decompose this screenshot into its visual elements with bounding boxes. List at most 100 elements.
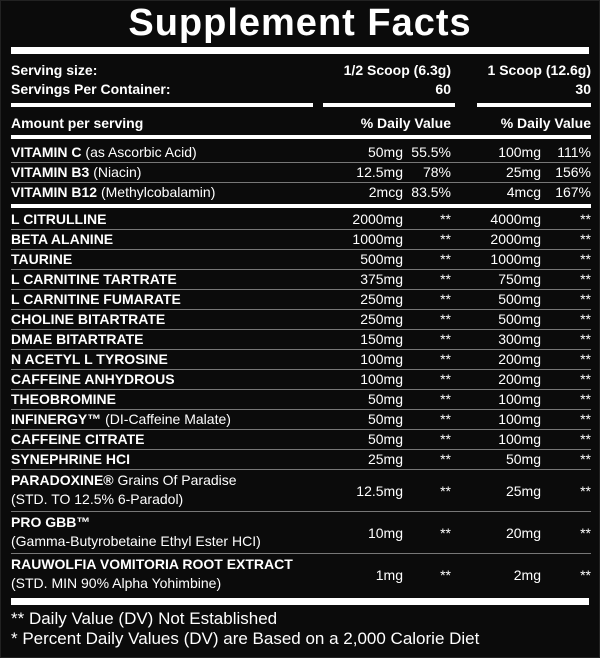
dv-full: ** <box>580 311 591 327</box>
nutrient-name-bold: CAFFEINE CITRATE <box>11 431 145 447</box>
amount-full: 25mg <box>505 164 541 180</box>
bottom-rule <box>11 598 589 605</box>
nutrient-row: DMAE BITARTRATE 150mg ** 300mg ** <box>11 330 591 349</box>
dv-full: ** <box>580 411 591 427</box>
nutrient-name-bold: BETA ALANINE <box>11 231 114 247</box>
serving-size-row: Serving size: 1/2 Scoop (6.3g) 1 Scoop (… <box>11 61 591 80</box>
dv-full: ** <box>580 351 591 367</box>
nutrient-name: DMAE BITARTRATE <box>11 330 143 349</box>
amount-half: 12.5mg <box>356 164 403 180</box>
dv-half: ** <box>440 483 451 499</box>
amount-full: 100mg <box>498 391 541 407</box>
dv-half: ** <box>440 311 451 327</box>
serving-divider-mid <box>323 103 455 107</box>
row-separator <box>11 162 591 163</box>
nutrient-name: THEOBROMINE <box>11 390 116 409</box>
dv-full: ** <box>580 291 591 307</box>
nutrient-name-bold: VITAMIN B3 <box>11 164 90 180</box>
nutrient-row: VITAMIN C (as Ascorbic Acid) 50mg 55.5% 100… <box>11 143 591 162</box>
nutrient-name: L CITRULLINE <box>11 210 106 229</box>
nutrient-name-bold: RAUWOLFIA VOMITORIA ROOT EXTRACT <box>11 556 293 572</box>
dv-half: ** <box>440 525 451 541</box>
amount-full: 4mcg <box>506 184 541 200</box>
nutrient-name-bold: VITAMIN C <box>11 144 82 160</box>
servings-label: Servings Per Container: <box>11 81 171 97</box>
serving-size-label: Serving size: <box>11 62 98 78</box>
dv-half: ** <box>440 371 451 387</box>
nutrient-row: L CARNITINE FUMARATE 250mg ** 500mg ** <box>11 290 591 309</box>
amount-full: 200mg <box>498 371 541 387</box>
dv-half: ** <box>440 567 451 583</box>
amount-full: 750mg <box>498 271 541 287</box>
row-separator <box>11 269 591 270</box>
dv-full: 111% <box>557 144 591 160</box>
amount-full: 100mg <box>498 431 541 447</box>
dv-half: ** <box>440 331 451 347</box>
dv-full: ** <box>580 371 591 387</box>
row-separator <box>11 309 591 310</box>
nutrient-name-detail: (DI-Caffeine Malate) <box>105 411 231 427</box>
nutrient-name: CAFFEINE CITRATE <box>11 430 145 449</box>
amount-full: 50mg <box>505 451 541 467</box>
panel-title: Supplement Facts <box>128 2 472 44</box>
row-separator <box>11 249 591 250</box>
dv-half: ** <box>440 231 451 247</box>
nutrient-name: N ACETYL L TYROSINE <box>11 350 168 369</box>
nutrient-row: VITAMIN B12 (Methylcobalamin) 2mcg 83.5% 4m… <box>11 183 591 202</box>
servings-half: 60 <box>435 81 451 97</box>
row-separator <box>11 349 591 350</box>
row-separator <box>11 409 591 410</box>
nutrient-name-detail: (as Ascorbic Acid) <box>85 144 197 160</box>
nutrient-row: N ACETYL L TYROSINE 100mg ** 200mg ** <box>11 350 591 369</box>
vitamin-rule <box>11 204 591 208</box>
nutrient-name: CHOLINE BITARTRATE <box>11 310 165 329</box>
nutrient-name-bold: L CARNITINE FUMARATE <box>11 291 181 307</box>
header-rule <box>11 135 591 139</box>
nutrient-name: BETA ALANINE <box>11 230 113 249</box>
servings-row: Servings Per Container: 60 30 <box>11 80 591 99</box>
dv-header-full: % Daily Value <box>500 115 591 131</box>
nutrient-name-detail: (Niacin) <box>93 164 142 180</box>
dv-full: 167% <box>555 184 591 200</box>
nutrient-name-bold: L CARNITINE TARTRATE <box>11 271 177 287</box>
row-separator <box>11 553 591 554</box>
nutrient-name-bold: L CITRULLINE <box>11 211 107 227</box>
top-rule <box>11 47 589 54</box>
dv-half: ** <box>440 211 451 227</box>
dv-half: ** <box>440 271 451 287</box>
nutrient-name-bold: N ACETYL L TYROSINE <box>11 351 168 367</box>
nutrient-name: VITAMIN C (as Ascorbic Acid) <box>11 143 197 162</box>
nutrient-row: PARADOXINE® Grains Of Paradise (STD. TO 1… <box>11 471 591 511</box>
amount-half: 500mg <box>360 251 403 267</box>
amount-full: 2000mg <box>490 231 541 247</box>
amount-full: 500mg <box>498 311 541 327</box>
amount-half: 150mg <box>360 331 403 347</box>
nutrient-name-bold: THEOBROMINE <box>11 391 116 407</box>
nutrient-name-bold: INFINERGY™ <box>11 411 102 427</box>
amount-full: 200mg <box>498 351 541 367</box>
dv-half: ** <box>440 251 451 267</box>
serving-divider-right <box>477 103 591 107</box>
dv-full: ** <box>580 431 591 447</box>
dv-header-half: % Daily Value <box>360 115 451 131</box>
amount-header-row: Amount per serving % Daily Value % Daily… <box>11 114 591 133</box>
amount-full: 1000mg <box>490 251 541 267</box>
servings-full: 30 <box>575 81 591 97</box>
nutrient-row: INFINERGY™ (DI-Caffeine Malate) 50mg ** 100… <box>11 410 591 429</box>
nutrient-name-detail: Grains Of Paradise <box>117 472 237 488</box>
row-separator <box>11 229 591 230</box>
dv-full: ** <box>580 211 591 227</box>
dv-full: ** <box>580 525 591 541</box>
row-separator <box>11 369 591 370</box>
dv-half: ** <box>440 411 451 427</box>
amount-half: 250mg <box>360 291 403 307</box>
footnote-dv-not-established: ** Daily Value (DV) Not Established <box>11 609 278 628</box>
amount-half: 1mg <box>375 567 403 583</box>
amount-full: 25mg <box>505 483 541 499</box>
row-separator <box>11 469 591 470</box>
nutrient-name-bold: DMAE BITARTRATE <box>11 331 144 347</box>
amount-half: 375mg <box>360 271 403 287</box>
nutrient-row: L CITRULLINE 2000mg ** 4000mg ** <box>11 210 591 229</box>
nutrient-row: THEOBROMINE 50mg ** 100mg ** <box>11 390 591 409</box>
dv-full: 156% <box>555 164 591 180</box>
